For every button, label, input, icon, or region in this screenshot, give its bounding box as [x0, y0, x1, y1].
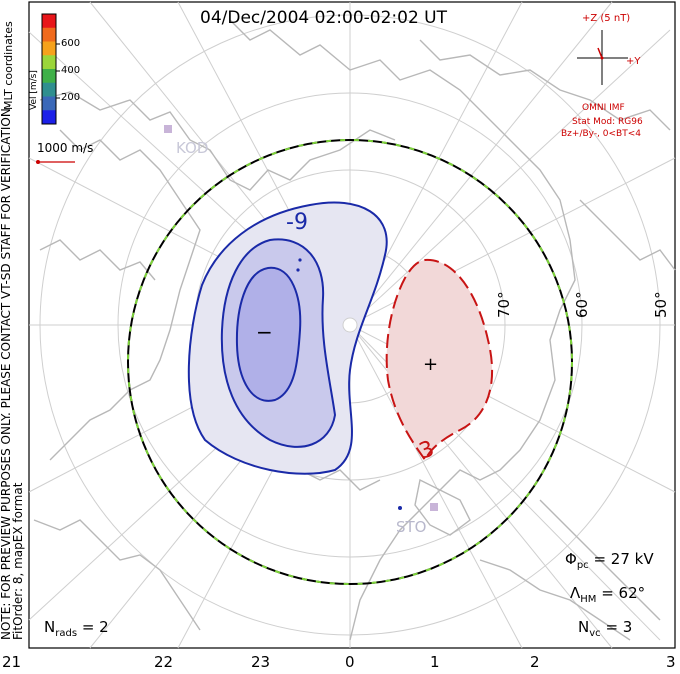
hm-boundary-latitude: ΛHM = 62°	[570, 586, 645, 605]
nrads-subscript: rads	[55, 628, 78, 639]
phi-symbol: Φ	[565, 550, 577, 568]
radar-vector-2	[296, 268, 300, 272]
nvc-value: = 3	[605, 618, 633, 636]
nrads-symbol: N	[44, 618, 56, 636]
vector-count: Nvc = 3	[578, 620, 632, 639]
nrads-value: = 2	[81, 618, 109, 636]
reference-vector-dot	[36, 160, 40, 164]
color-bar-segment	[42, 14, 56, 29]
mlt-tick-2: 2	[530, 653, 540, 671]
fit-order-line: FitOrder: 8, mapEX format	[11, 482, 25, 640]
positive-cell-sign: +	[423, 354, 439, 375]
station-kod-label: KOD	[176, 139, 209, 157]
mlt-tick-1: 1	[430, 653, 440, 671]
color-tick-600: 600	[61, 38, 81, 49]
negative-cell-inner	[235, 266, 302, 402]
color-bar-segment	[42, 96, 56, 111]
color-bar-segment	[42, 27, 56, 42]
mlt-tick-3: 3	[666, 653, 676, 671]
nvc-subscript: vc	[589, 628, 601, 639]
color-tick-400: 400	[61, 65, 81, 76]
mlt-tick-23: 23	[251, 653, 271, 671]
negative-cell-sign: −	[256, 320, 273, 344]
imf-condition-label: Bz+/By-, 0<BT<4	[561, 129, 641, 139]
velocity-color-bar	[41, 13, 57, 125]
heppner-maynard-boundary-dash	[127, 139, 573, 585]
imf-z-label: +Z (5 nT)	[582, 13, 631, 24]
color-bar-ticks	[56, 43, 60, 99]
color-tick-200: 200	[61, 92, 81, 103]
cross-polar-potential: Φpc = 27 kV	[565, 552, 654, 571]
color-bar-segment	[42, 110, 56, 125]
color-bar-segment	[42, 82, 56, 97]
mlt-coordinates-label: MLT coordinates	[2, 21, 15, 110]
latitude-label-60: 60°	[573, 291, 591, 318]
imf-vector	[597, 47, 603, 59]
imf-y-label: +Y	[626, 56, 641, 67]
station-sto-label: STO	[396, 518, 427, 536]
imf-dial	[577, 30, 628, 85]
color-bar-segment	[42, 41, 56, 56]
imf-source-label: OMNI IMF	[582, 103, 625, 113]
mlt-tick-21: 21	[2, 653, 22, 671]
map-title: 04/Dec/2004 02:00-02:02 UT	[200, 8, 447, 28]
station-kod-marker	[164, 125, 172, 133]
lambda-symbol: Λ	[570, 584, 581, 602]
lambda-subscript: HM	[580, 594, 597, 605]
phi-subscript: pc	[576, 560, 589, 571]
color-bar-title: Vel [m/s]	[29, 70, 39, 110]
pole-marker	[342, 317, 358, 333]
mlt-tick-22: 22	[154, 653, 174, 671]
positive-cell	[385, 258, 494, 462]
radar-count: Nrads = 2	[44, 620, 109, 639]
color-bar-segment	[42, 55, 56, 70]
latitude-label-70: 70°	[495, 291, 513, 318]
lambda-value: = 62°	[601, 584, 646, 602]
radar-vector-1	[298, 258, 302, 262]
color-bar-border	[41, 13, 57, 125]
phi-value: = 27 kV	[593, 550, 654, 568]
mlt-tick-0: 0	[345, 653, 355, 671]
negative-contour-label: -9	[286, 210, 308, 235]
latitude-label-50: 50°	[652, 291, 670, 318]
color-bar-segment	[42, 69, 56, 84]
reference-vector-label: 1000 m/s	[37, 141, 94, 155]
stat-model-label: Stat Mod: RG96	[572, 117, 643, 127]
radar-vector-3	[398, 506, 402, 510]
nvc-symbol: N	[578, 618, 590, 636]
station-sto-marker	[430, 503, 438, 511]
preview-note: NOTE: FOR PREVIEW PURPOSES ONLY. PLEASE …	[0, 104, 25, 640]
coastlines	[33, 19, 676, 641]
